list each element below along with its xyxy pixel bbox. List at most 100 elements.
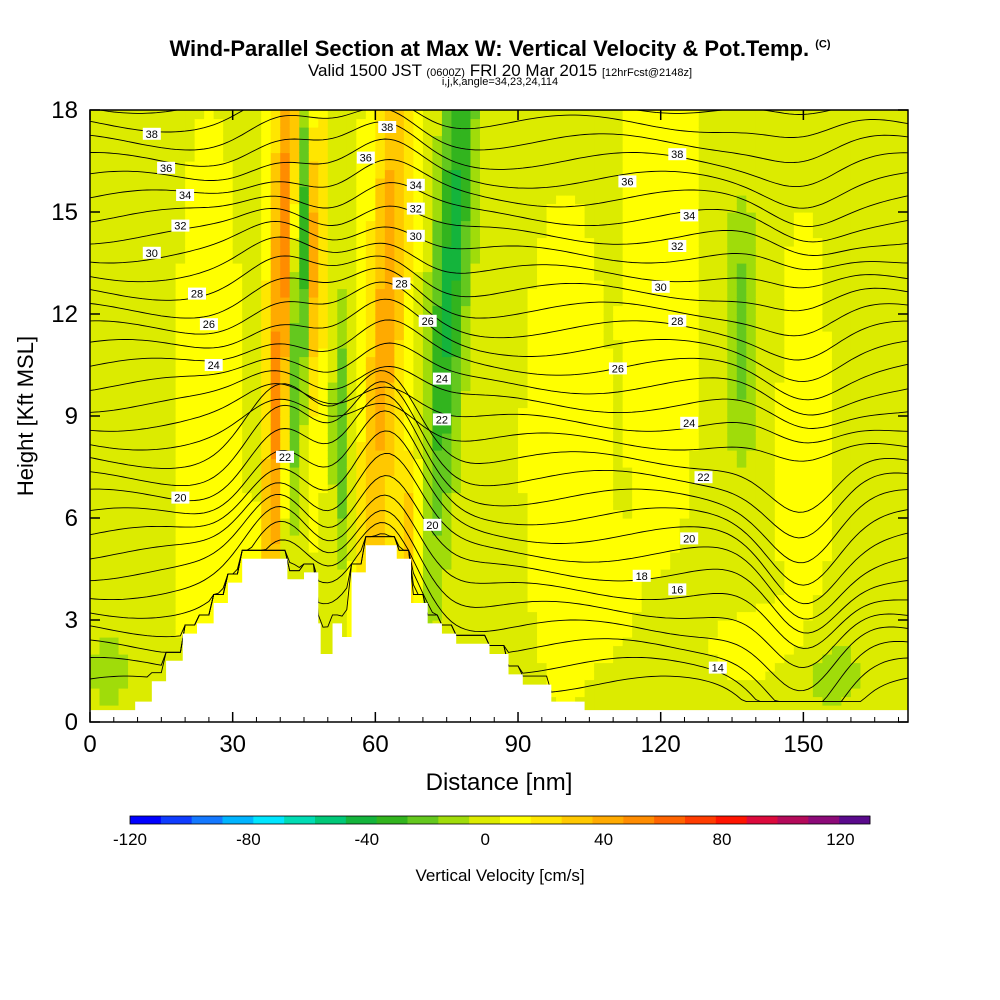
heatmap-cell bbox=[527, 407, 538, 417]
heatmap-cell bbox=[128, 509, 139, 519]
heatmap-cell bbox=[727, 526, 738, 536]
heatmap-cell bbox=[280, 169, 291, 179]
heatmap-cell bbox=[327, 322, 338, 332]
heatmap-cell bbox=[251, 178, 262, 188]
heatmap-cell bbox=[432, 246, 443, 256]
heatmap-cell bbox=[698, 492, 709, 502]
heatmap-cell bbox=[232, 169, 243, 179]
heatmap-cell bbox=[99, 484, 110, 494]
heatmap-cell bbox=[223, 229, 234, 239]
heatmap-cell bbox=[413, 458, 424, 468]
heatmap-cell bbox=[527, 467, 538, 477]
heatmap-cell bbox=[90, 696, 101, 706]
heatmap-cell bbox=[156, 458, 167, 468]
heatmap-cell bbox=[479, 526, 491, 536]
heatmap-cell bbox=[137, 178, 148, 188]
heatmap-cell bbox=[717, 526, 728, 536]
heatmap-cell bbox=[289, 458, 300, 468]
heatmap-cell bbox=[689, 509, 700, 519]
heatmap-cell bbox=[204, 331, 215, 341]
heatmap-cell bbox=[147, 390, 158, 400]
heatmap-cell bbox=[280, 246, 291, 256]
heatmap-cell bbox=[518, 263, 529, 273]
heatmap-cell bbox=[499, 314, 510, 324]
heatmap-cell bbox=[232, 348, 243, 358]
heatmap-cell bbox=[556, 203, 567, 213]
heatmap-cell bbox=[736, 288, 747, 298]
heatmap-cell bbox=[736, 229, 747, 239]
heatmap-cell bbox=[128, 365, 139, 375]
heatmap-cell bbox=[156, 322, 167, 332]
heatmap-cell bbox=[460, 543, 472, 553]
heatmap-cell bbox=[632, 263, 643, 273]
heatmap-cell bbox=[194, 441, 205, 451]
heatmap-cell bbox=[556, 305, 567, 315]
heatmap-cell bbox=[156, 271, 167, 281]
heatmap-cell bbox=[575, 195, 586, 205]
heatmap-cell bbox=[156, 501, 167, 511]
heatmap-cell bbox=[679, 280, 690, 290]
heatmap-cell bbox=[99, 246, 110, 256]
heatmap-cell bbox=[346, 246, 357, 256]
heatmap-cell bbox=[327, 229, 338, 239]
heatmap-cell bbox=[603, 195, 614, 205]
heatmap-cell bbox=[128, 297, 139, 307]
heatmap-cell bbox=[128, 450, 139, 460]
heatmap-cell bbox=[261, 186, 272, 196]
heatmap-cell bbox=[128, 390, 139, 400]
heatmap-cell bbox=[584, 331, 595, 341]
heatmap-cell bbox=[508, 424, 519, 434]
heatmap-cell bbox=[565, 178, 576, 188]
heatmap-cell bbox=[451, 433, 462, 443]
heatmap-cell bbox=[204, 110, 215, 120]
heatmap-cell bbox=[575, 620, 586, 630]
heatmap-cell bbox=[499, 339, 510, 349]
heatmap-cell bbox=[432, 297, 443, 307]
heatmap-cell bbox=[413, 586, 424, 596]
heatmap-cell bbox=[432, 458, 443, 468]
heatmap-cell bbox=[375, 314, 386, 324]
heatmap-cell bbox=[147, 314, 158, 324]
heatmap-cell bbox=[232, 441, 243, 451]
heatmap-cell bbox=[356, 314, 367, 324]
heatmap-cell bbox=[546, 611, 557, 621]
heatmap-cell bbox=[261, 305, 272, 315]
heatmap-cell bbox=[679, 450, 690, 460]
heatmap-cell bbox=[613, 144, 624, 154]
heatmap-cell bbox=[232, 492, 243, 502]
heatmap-cell bbox=[147, 628, 158, 638]
heatmap-cell bbox=[603, 348, 614, 358]
heatmap-cell bbox=[518, 373, 529, 383]
heatmap-cell bbox=[499, 433, 510, 443]
heatmap-cell bbox=[622, 382, 633, 392]
heatmap-cell bbox=[346, 348, 357, 358]
heatmap-cell bbox=[470, 314, 481, 324]
heatmap-cell bbox=[537, 135, 548, 145]
heatmap-cell bbox=[213, 144, 224, 154]
heatmap-cell bbox=[365, 382, 376, 392]
heatmap-cell bbox=[537, 382, 548, 392]
heatmap-cell bbox=[508, 662, 519, 672]
heatmap-cell bbox=[308, 186, 319, 196]
heatmap-cell bbox=[537, 475, 548, 485]
heatmap-cell bbox=[660, 365, 671, 375]
heatmap-cell bbox=[337, 127, 348, 137]
heatmap-cell bbox=[213, 433, 224, 443]
heatmap-cell bbox=[251, 280, 262, 290]
heatmap-cell bbox=[394, 161, 405, 171]
heatmap-cell bbox=[299, 560, 310, 570]
heatmap-cell bbox=[413, 195, 424, 205]
heatmap-cell bbox=[356, 552, 367, 562]
heatmap-cell bbox=[299, 186, 310, 196]
heatmap-cell bbox=[451, 382, 462, 392]
heatmap-cell bbox=[679, 679, 690, 689]
heatmap-cell bbox=[546, 220, 557, 230]
heatmap-cell bbox=[479, 118, 491, 128]
heatmap-cell bbox=[204, 339, 215, 349]
heatmap-cell bbox=[603, 577, 614, 587]
heatmap-cell bbox=[251, 552, 262, 562]
heatmap-cell bbox=[308, 144, 319, 154]
heatmap-cell bbox=[232, 399, 243, 409]
heatmap-cell bbox=[622, 458, 633, 468]
heatmap-cell bbox=[166, 212, 177, 222]
